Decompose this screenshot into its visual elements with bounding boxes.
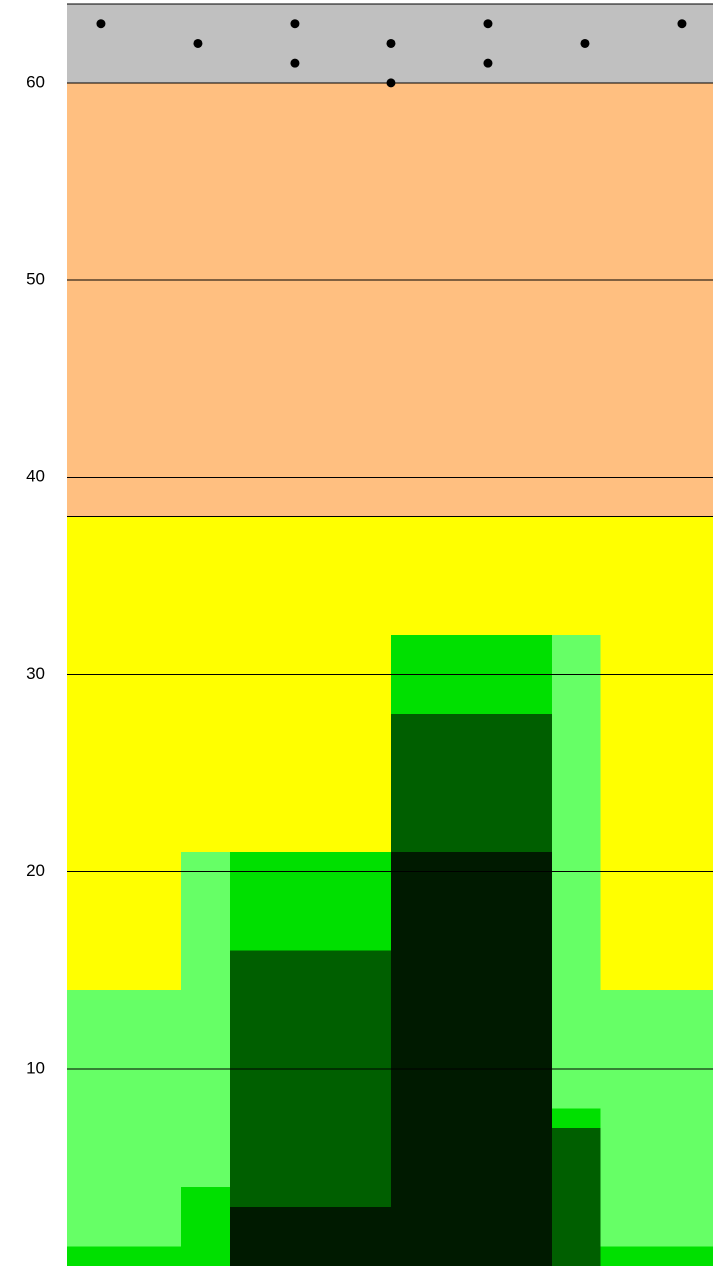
- layer: [600, 1246, 713, 1266]
- layer: [229, 1206, 391, 1266]
- layer: [551, 1127, 601, 1266]
- point: [386, 38, 396, 48]
- layer: [229, 851, 391, 951]
- point: [677, 19, 687, 29]
- layer: [551, 1108, 601, 1128]
- point: [483, 19, 493, 29]
- layer: [67, 1246, 181, 1266]
- layer: [390, 713, 552, 852]
- point: [290, 58, 300, 68]
- layer: [390, 851, 552, 1266]
- point: [386, 78, 396, 88]
- layer: [180, 1187, 230, 1266]
- y-tick-label: 40: [26, 467, 45, 486]
- layer: [229, 950, 391, 1207]
- y-tick-label: 20: [26, 861, 45, 880]
- y-tick-label: 30: [26, 664, 45, 683]
- layer: [67, 989, 181, 1266]
- point: [290, 19, 300, 29]
- point: [193, 38, 203, 48]
- point: [483, 58, 493, 68]
- layer: [600, 989, 713, 1266]
- point: [580, 38, 590, 48]
- layer: [67, 82, 713, 517]
- y-tick-label: 60: [26, 72, 45, 91]
- y-tick-label: 10: [26, 1058, 45, 1077]
- y-tick-label: 50: [26, 270, 45, 289]
- point: [96, 19, 106, 29]
